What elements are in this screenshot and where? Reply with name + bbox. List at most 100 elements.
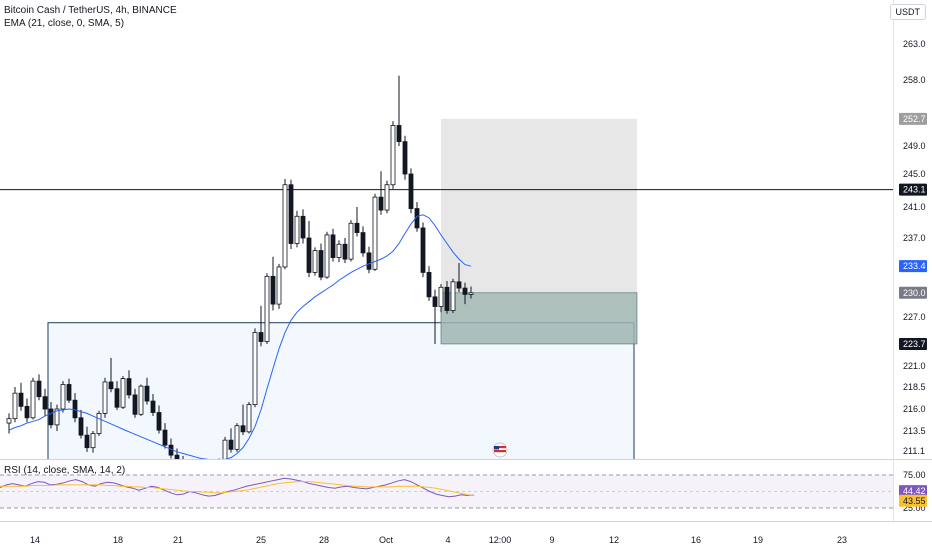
candle	[468, 286, 474, 299]
candle-body	[468, 292, 474, 295]
y-tick-label: 245.0	[903, 169, 926, 179]
candle	[288, 179, 294, 249]
candle	[120, 376, 126, 409]
candle	[102, 377, 108, 418]
candle	[252, 328, 258, 408]
y-tick-label: 213.5	[903, 426, 926, 436]
rsi-badge-label: 43.55	[903, 496, 926, 506]
candle-body	[246, 404, 252, 433]
candle	[390, 121, 396, 189]
candle	[54, 404, 60, 431]
x-tick-label: 19	[753, 535, 763, 545]
price-badge	[899, 112, 927, 125]
candle-body	[222, 439, 228, 459]
candle	[462, 282, 468, 305]
candle-body	[138, 385, 144, 415]
candle	[181, 455, 185, 469]
candle-body	[312, 250, 318, 273]
currency-button[interactable]: USDT	[889, 4, 926, 20]
candle-body	[342, 243, 348, 260]
candle	[318, 243, 324, 281]
candle-body	[390, 125, 396, 186]
candle-body	[372, 196, 378, 270]
candle	[342, 238, 348, 264]
candle-body	[72, 399, 78, 419]
candle-body	[181, 463, 185, 469]
x-tick-label: 12	[609, 535, 619, 545]
price-badge-label: 233.4	[903, 261, 926, 271]
rsi-pane[interactable]	[0, 474, 932, 522]
candle	[72, 393, 78, 423]
candle-body	[252, 332, 258, 405]
x-tick-label: 14	[30, 535, 40, 545]
candle	[312, 247, 318, 276]
candle	[156, 405, 162, 434]
candle-body	[282, 184, 288, 268]
candle-body	[96, 412, 102, 434]
candle-body	[156, 412, 162, 431]
candle	[330, 228, 336, 262]
candle	[396, 75, 402, 146]
y-tick-label: 218.5	[903, 382, 926, 392]
candle-body	[114, 388, 120, 408]
candle	[432, 289, 438, 344]
time-axis[interactable]: 14 18 21 25 28 Oct 4 12:00 9 12 16 19 23	[30, 535, 847, 545]
candle	[150, 394, 156, 417]
candle-body	[150, 400, 156, 413]
price-pane[interactable]	[0, 0, 932, 521]
candle-body	[108, 381, 114, 390]
candle	[240, 404, 246, 436]
x-tick-label: 4	[445, 535, 450, 545]
candle-body	[30, 380, 36, 419]
flag-icon-stripe	[494, 446, 506, 449]
candle-body	[450, 281, 456, 311]
candle-body	[162, 429, 168, 446]
candle	[402, 135, 408, 180]
price-badge-label: 252.7	[903, 114, 926, 124]
candle	[348, 220, 354, 262]
candle	[420, 222, 426, 278]
candle-body	[18, 392, 24, 407]
candle-body	[24, 405, 30, 419]
flag-icon-canton	[494, 446, 499, 450]
candle-body	[48, 408, 54, 426]
candle	[90, 431, 96, 453]
candle	[66, 378, 72, 403]
price-badge-label: 230.0	[903, 288, 926, 298]
rsi-badge	[899, 485, 927, 498]
candle-body	[90, 433, 96, 449]
candle-body	[456, 281, 462, 289]
candle	[24, 398, 30, 423]
candle-body	[396, 125, 402, 143]
candle	[12, 387, 18, 423]
x-tick-label: 28	[319, 535, 329, 545]
candle-body	[78, 417, 84, 436]
ema-legend[interactable]: EMA (21, close, 0, SMA, 5)	[4, 18, 125, 29]
candle	[114, 381, 120, 410]
candle-body	[132, 394, 138, 415]
stop-zone	[441, 118, 637, 293]
candle	[366, 246, 372, 274]
candle	[264, 273, 270, 344]
candle	[324, 231, 330, 279]
candle	[426, 266, 432, 301]
candle	[218, 458, 220, 459]
rsi-ma-line	[0, 481, 475, 497]
price-badge	[899, 183, 927, 196]
candle	[354, 207, 360, 237]
candle	[132, 388, 138, 418]
candle	[228, 428, 234, 453]
candle	[276, 263, 282, 309]
y-tick-label: 263.0	[903, 39, 926, 49]
candle	[306, 220, 312, 278]
candle	[36, 374, 42, 401]
candle-body	[354, 222, 360, 233]
price-axis[interactable]: 263.0258.0249.0245.0241.0237.0230.1227.0…	[903, 39, 926, 513]
candle	[456, 263, 462, 292]
flag-icon[interactable]	[492, 442, 508, 458]
rsi-legend[interactable]: RSI (14, close, SMA, 14, 2)	[4, 465, 126, 476]
symbol-legend[interactable]: Bitcoin Cash / TetherUS, 4h, BINANCE	[4, 5, 177, 16]
ema-line	[8, 214, 472, 459]
